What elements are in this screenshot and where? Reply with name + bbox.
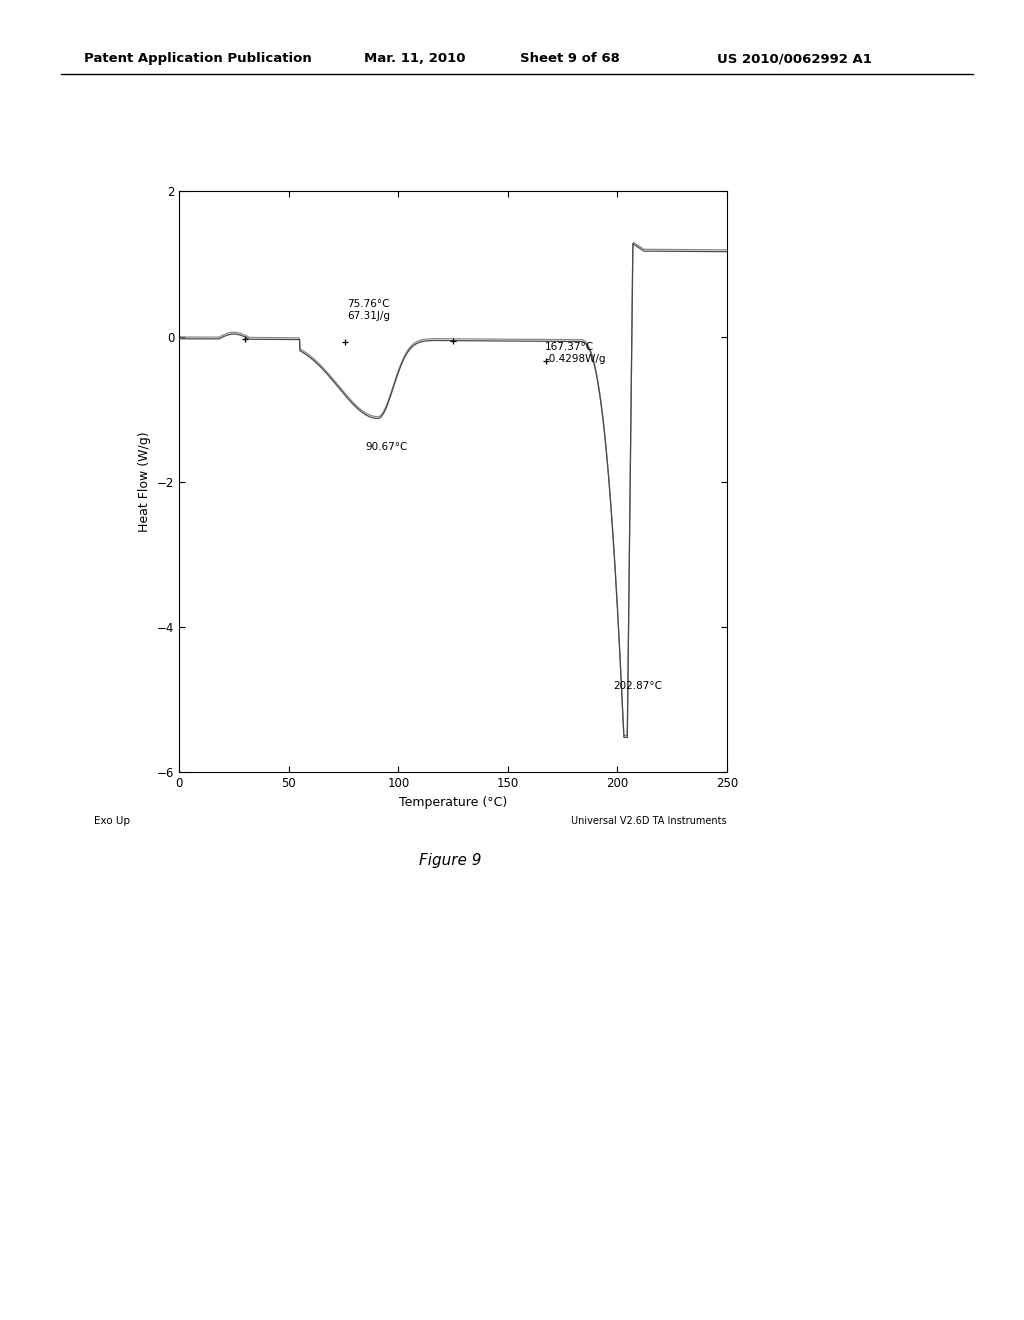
Text: Exo Up: Exo Up: [94, 816, 130, 826]
Y-axis label: Heat Flow (W/g): Heat Flow (W/g): [138, 432, 152, 532]
Text: Sheet 9 of 68: Sheet 9 of 68: [520, 51, 621, 65]
X-axis label: Temperature (°C): Temperature (°C): [399, 796, 507, 809]
Text: Figure 9: Figure 9: [419, 853, 482, 867]
Text: US 2010/0062992 A1: US 2010/0062992 A1: [717, 51, 871, 65]
Text: Patent Application Publication: Patent Application Publication: [84, 51, 311, 65]
Text: 202.87°C: 202.87°C: [613, 681, 663, 692]
Text: 75.76°C
67.31J/g: 75.76°C 67.31J/g: [347, 300, 390, 321]
Text: 167.37°C
-0.4298W/g: 167.37°C -0.4298W/g: [545, 342, 605, 364]
Text: Mar. 11, 2010: Mar. 11, 2010: [364, 51, 465, 65]
Text: Universal V2.6D TA Instruments: Universal V2.6D TA Instruments: [571, 816, 727, 826]
Text: 90.67°C: 90.67°C: [366, 442, 408, 451]
